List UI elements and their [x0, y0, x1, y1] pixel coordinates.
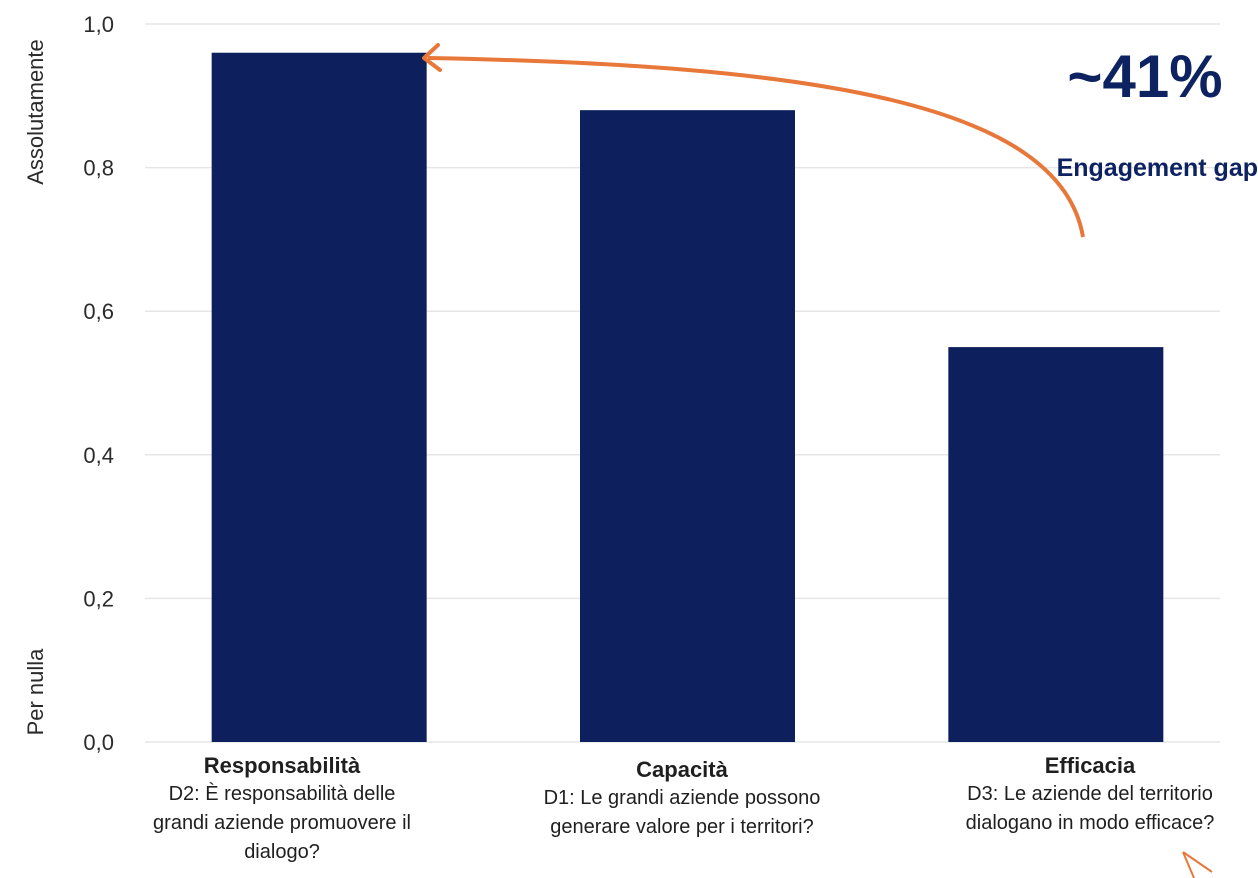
bar-0 [211, 52, 427, 743]
category-label-efficacia: Efficacia D3: Le aziende del territorio … [940, 752, 1240, 838]
category-question: D2: È responsabilità delle grandi aziend… [153, 783, 411, 863]
y-tick-label: 0,8 [83, 156, 114, 181]
y-tick-label: 0,2 [83, 586, 114, 611]
y-tick-label: 1,0 [83, 12, 114, 37]
y-tick-label: 0,4 [83, 443, 114, 468]
y-axis-label-top: Assolutamente [23, 39, 48, 185]
y-tick-label: 0,6 [83, 299, 114, 324]
category-title: Capacità [636, 757, 728, 782]
y-axis-ticks: 0,0 0,2 0,4 0,6 0,8 1,0 [83, 12, 114, 755]
category-label-responsabilita: Responsabilità D2: È responsabilità dell… [142, 752, 422, 867]
engagement-gap-value: ~41% [1067, 43, 1223, 110]
category-title: Efficacia [1044, 753, 1136, 778]
gap-arrow [427, 56, 1085, 238]
bar-1 [580, 110, 795, 742]
bars [211, 52, 1164, 743]
y-tick-label: 0,0 [83, 730, 114, 755]
category-title: Responsabilità [203, 753, 361, 778]
category-question: D1: Le grandi aziende possono generare v… [543, 787, 821, 838]
category-question: D3: Le aziende del territorio dialogano … [965, 783, 1215, 834]
engagement-gap-label: Engagement gap [1056, 154, 1258, 182]
y-axis-label-bottom: Per nulla [23, 648, 48, 736]
bar-2 [948, 347, 1164, 742]
category-label-capacita: Capacità D1: Le grandi aziende possono g… [542, 756, 822, 842]
gap-arrow-head [422, 43, 442, 72]
pointer-arrow-decoration [1182, 851, 1213, 878]
